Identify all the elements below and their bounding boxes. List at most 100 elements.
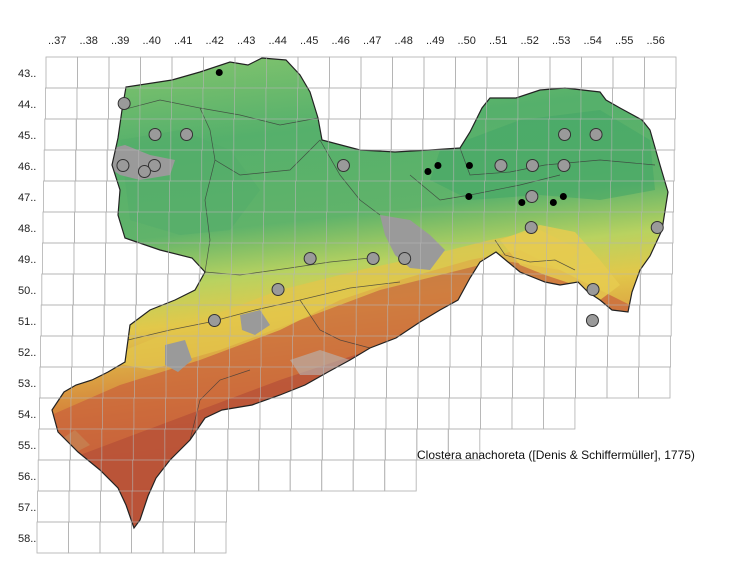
grid-cell bbox=[575, 335, 608, 368]
grid-cell bbox=[226, 459, 260, 492]
grid-cell bbox=[359, 87, 393, 120]
grid-cell bbox=[452, 211, 485, 244]
grid-cell bbox=[200, 180, 234, 213]
state-outline bbox=[51, 57, 669, 530]
record-marker-old bbox=[525, 159, 539, 172]
grid-cell bbox=[42, 242, 75, 275]
grid-cell bbox=[422, 118, 455, 151]
grid-cell bbox=[162, 521, 195, 554]
grid-cell bbox=[169, 180, 202, 213]
grid-cell bbox=[644, 56, 677, 89]
record-marker-new bbox=[549, 199, 557, 206]
grid-cell bbox=[99, 521, 132, 554]
grid-cell bbox=[512, 366, 545, 399]
grid-cell bbox=[543, 397, 576, 430]
grid-cell bbox=[293, 242, 327, 275]
grid-cell bbox=[290, 428, 323, 461]
grid-cell bbox=[105, 242, 138, 275]
grid-cell bbox=[198, 304, 231, 337]
grid-cell bbox=[483, 211, 516, 244]
grid-cell bbox=[38, 428, 71, 461]
grid-cell bbox=[643, 87, 676, 120]
grid-cell bbox=[612, 56, 645, 89]
grid-cell bbox=[290, 397, 324, 430]
row-label: 47.. bbox=[18, 192, 36, 204]
grid-cell bbox=[387, 304, 420, 337]
grid-cell bbox=[197, 335, 231, 368]
grid-cell bbox=[356, 242, 390, 275]
grid-cell bbox=[227, 428, 260, 461]
record-marker-new bbox=[215, 69, 223, 76]
grid-cell bbox=[289, 459, 323, 492]
column-label: ..39 bbox=[111, 35, 129, 47]
records-before-cutoff bbox=[116, 97, 664, 327]
grid-cell bbox=[452, 180, 486, 213]
grid-cell bbox=[194, 490, 228, 523]
grid-cell bbox=[638, 335, 671, 368]
grid-cell bbox=[233, 87, 267, 120]
column-label: ..48 bbox=[395, 35, 413, 47]
record-marker-old bbox=[148, 128, 162, 141]
grid-cell bbox=[580, 87, 613, 120]
grid-cell bbox=[385, 397, 418, 430]
grid-cell bbox=[138, 118, 172, 151]
grid-cell bbox=[202, 87, 235, 120]
grid-cell bbox=[258, 459, 291, 492]
column-label: ..44 bbox=[269, 35, 287, 47]
grid-cell bbox=[295, 180, 328, 213]
grid-cell bbox=[194, 521, 227, 554]
grid-cell bbox=[639, 273, 673, 306]
grid-cell bbox=[611, 118, 644, 151]
grid-cell bbox=[576, 304, 609, 337]
grid-cell bbox=[418, 335, 451, 368]
grid-cell bbox=[449, 366, 482, 399]
grid-cell bbox=[68, 521, 101, 554]
grid-cell bbox=[608, 273, 641, 306]
grid-cell bbox=[69, 459, 102, 492]
grid-cell bbox=[354, 366, 387, 399]
grid-cell bbox=[450, 304, 483, 337]
grid-cell bbox=[195, 428, 229, 461]
grid-cell bbox=[42, 242, 75, 275]
grid-cell bbox=[131, 521, 164, 554]
record-marker-new bbox=[434, 162, 442, 169]
record-marker-old bbox=[137, 165, 151, 178]
column-label: ..38 bbox=[80, 35, 98, 47]
grid-cell bbox=[40, 335, 73, 368]
grid-cell bbox=[107, 118, 140, 151]
grid-cell bbox=[643, 87, 676, 120]
grid-cell bbox=[449, 335, 483, 368]
grid-cell bbox=[133, 397, 166, 430]
grid-cell bbox=[106, 149, 140, 182]
grid-cell bbox=[42, 211, 75, 244]
grid-cell bbox=[544, 304, 578, 337]
column-label: ..49 bbox=[426, 35, 444, 47]
grid-cell bbox=[323, 366, 356, 399]
grid-cell bbox=[449, 335, 483, 368]
grid-cell bbox=[481, 335, 514, 368]
grid-cell bbox=[327, 149, 360, 182]
grid-cell bbox=[390, 149, 423, 182]
grid-cell bbox=[388, 242, 421, 275]
grid-cell bbox=[100, 459, 134, 492]
grid-cell bbox=[607, 304, 641, 337]
grid-cell bbox=[389, 180, 423, 213]
grid-cell bbox=[43, 149, 77, 182]
grid-cell bbox=[228, 366, 261, 399]
grid-cell bbox=[359, 118, 392, 151]
grid-cell bbox=[296, 87, 330, 120]
grid-cell bbox=[607, 335, 640, 368]
grid-cell bbox=[37, 459, 71, 492]
grid-cell bbox=[514, 242, 547, 275]
row-label: 57.. bbox=[18, 502, 36, 514]
record-marker-old bbox=[147, 159, 161, 172]
grid-cell bbox=[233, 118, 266, 151]
grid-cell bbox=[195, 428, 229, 461]
grid-cell bbox=[264, 149, 297, 182]
grid-cell bbox=[232, 180, 265, 213]
grid-cell bbox=[194, 490, 228, 523]
grid-cell bbox=[77, 56, 110, 89]
grid-cell bbox=[36, 521, 69, 554]
urban-area-zwickau bbox=[165, 340, 192, 372]
grid-cell bbox=[75, 118, 109, 151]
